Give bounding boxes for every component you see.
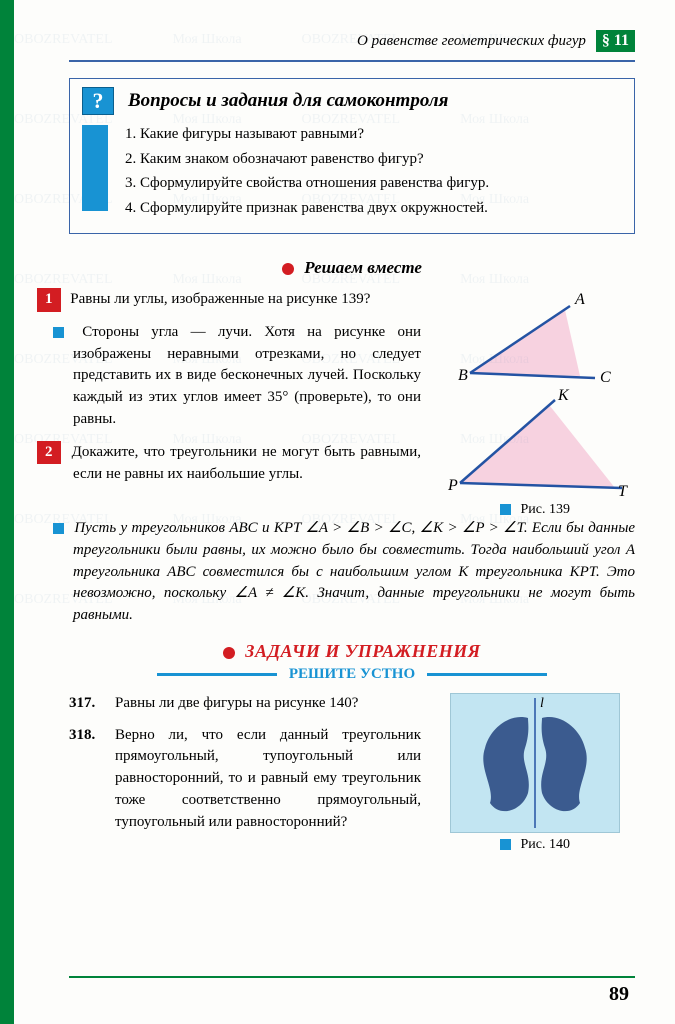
blob-left	[483, 717, 529, 811]
angle-label-P: P	[447, 477, 458, 494]
exercise-item: 318. Верно ли, что если данный треугольн…	[69, 725, 421, 834]
problems-text-column: 1 Равны ли углы, изображенные на рисунке…	[69, 288, 421, 518]
solve-together-header: Решаем вместе	[69, 258, 635, 278]
section-badge: § 11	[596, 30, 635, 52]
chapter-title: О равенстве геометрических фигур	[357, 33, 586, 50]
problem-1-solution: Стороны угла — лучи. Хотя на рисунке они…	[73, 324, 421, 427]
blue-square-icon	[500, 504, 511, 515]
figure-140-blobs: l	[450, 693, 620, 833]
angle-label-T: T	[618, 483, 628, 498]
figure-139-angles: A B C K P T	[440, 288, 630, 498]
problem-solution: Пусть у треугольников ABC и KPT ∠A > ∠B …	[69, 518, 635, 627]
self-check-title: Вопросы и задания для самоконтроля	[128, 90, 448, 112]
figure-140-column: l Рис. 140	[435, 693, 635, 853]
angle-label-A: A	[574, 291, 585, 308]
self-check-box: ? Вопросы и задания для самоконтроля Как…	[69, 78, 635, 234]
blob-right	[541, 717, 587, 811]
exercise-number: 318.	[69, 725, 105, 834]
self-check-header: ? Вопросы и задания для самоконтроля	[82, 87, 622, 115]
solve-together-label: Решаем вместе	[304, 258, 422, 277]
exercise-number: 317.	[69, 693, 105, 715]
exercises-title: ЗАДАЧИ И УПРАЖНЕНИЯ	[245, 641, 480, 661]
angle-label-C: C	[600, 369, 611, 386]
problem-solution: Стороны угла — лучи. Хотя на рисунке они…	[69, 322, 421, 431]
self-check-item: Какие фигуры называют равными?	[140, 123, 622, 146]
textbook-page: OBOZREVATELМоя ШколаOBOZREVATELМоя Школа…	[0, 0, 675, 1024]
page-header: О равенстве геометрических фигур § 11	[69, 30, 635, 52]
blue-side-bar	[82, 125, 108, 211]
page-bottom-rule	[69, 976, 635, 978]
oral-header: РЕШИТЕ УСТНО	[69, 666, 635, 683]
self-check-item: Сформулируйте свойства отношения равенст…	[140, 172, 622, 195]
header-rule	[69, 60, 635, 62]
figure-139-caption: Рис. 139	[435, 502, 635, 518]
svg-text:l: l	[540, 696, 544, 711]
blue-square-icon	[53, 523, 64, 534]
self-check-item: Сформулируйте признак равенства двух окр…	[140, 197, 622, 220]
exercises-row: 317. Равны ли две фигуры на рисунке 140?…	[69, 693, 635, 853]
problem-prompt: 2 Докажите, что треугольники не могут бы…	[69, 441, 421, 487]
worked-problems-row: 1 Равны ли углы, изображенные на рисунке…	[69, 288, 635, 518]
question-icon: ?	[82, 87, 114, 115]
red-dot-icon	[223, 647, 235, 659]
blue-square-icon	[53, 327, 64, 338]
angle-label-B: B	[458, 367, 468, 384]
problem-2-prompt: Докажите, что треугольники не могут быть…	[72, 444, 421, 483]
problem-number-badge: 1	[37, 288, 61, 312]
figure-140-caption: Рис. 140	[435, 837, 635, 853]
exercise-text: Равны ли две фигуры на рисунке 140?	[115, 693, 421, 715]
exercise-item: 317. Равны ли две фигуры на рисунке 140?	[69, 693, 421, 715]
problem-2-solution: Пусть у треугольников ABC и KPT ∠A > ∠B …	[73, 520, 635, 623]
problem-1-prompt: Равны ли углы, изображенные на рисунке 1…	[70, 291, 370, 307]
page-number: 89	[609, 983, 629, 1006]
self-check-item: Каким знаком обозначают равенство фигур?	[140, 148, 622, 171]
exercises-header: ЗАДАЧИ И УПРАЖНЕНИЯ	[69, 641, 635, 662]
figure-139-column: A B C K P T Рис. 139	[435, 288, 635, 518]
red-dot-icon	[282, 263, 294, 275]
problem-number-badge: 2	[37, 441, 61, 465]
exercises-text-column: 317. Равны ли две фигуры на рисунке 140?…	[69, 693, 421, 853]
angle-label-K: K	[557, 387, 570, 404]
self-check-body: Какие фигуры называют равными? Каким зна…	[82, 123, 622, 219]
blue-square-icon	[500, 839, 511, 850]
problem-prompt: 1 Равны ли углы, изображенные на рисунке…	[69, 288, 421, 312]
exercise-text: Верно ли, что если данный треугольник пр…	[115, 725, 421, 834]
